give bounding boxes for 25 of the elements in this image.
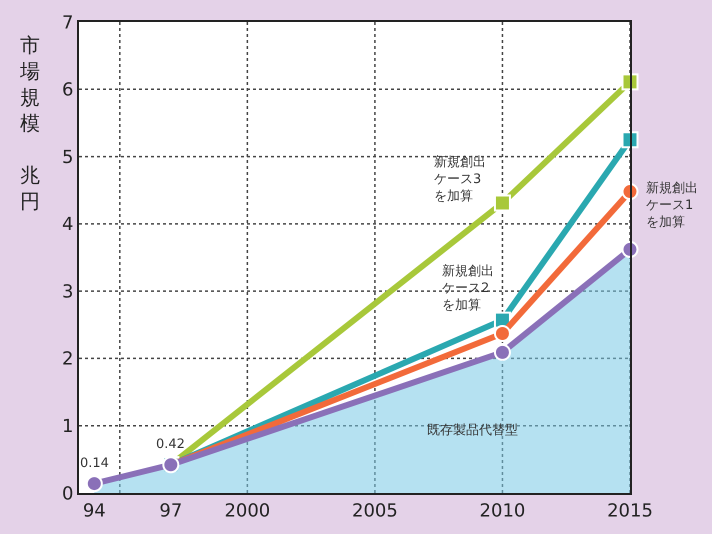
point: [494, 325, 511, 342]
point: [494, 194, 511, 212]
x-tick-label: 2010: [480, 500, 526, 522]
y-tick-label: 7: [62, 12, 74, 34]
y-tick-label: 4: [62, 214, 74, 236]
text: 市場規模兆円: [20, 33, 40, 213]
series-label: 新規創出ケース2を加算: [442, 264, 494, 313]
x-tick-label: 2000: [224, 500, 270, 522]
y-tick-label: 3: [62, 281, 74, 302]
y-tick-label: 5: [62, 146, 74, 168]
data-label: 0.42: [156, 437, 185, 452]
data-label: 0.14: [80, 456, 109, 471]
x-tick-label: 97: [159, 500, 182, 522]
series-label: 既存製品代替型: [427, 423, 518, 438]
series-label: 新規創出ケース1を加算: [646, 181, 698, 230]
y-tick-label: 2: [62, 348, 74, 370]
x-tick-label: 2005: [352, 500, 398, 522]
y-tick-label: 0: [62, 483, 74, 504]
x-tick-label: 94: [82, 500, 106, 522]
series-label: 新規創出ケース3を加算: [434, 155, 486, 204]
x-tick-label: 2015: [607, 500, 653, 522]
y-tick-label: 6: [62, 80, 74, 101]
point: [86, 475, 103, 492]
point: [494, 344, 511, 361]
y-tick-label: 1: [62, 416, 74, 438]
